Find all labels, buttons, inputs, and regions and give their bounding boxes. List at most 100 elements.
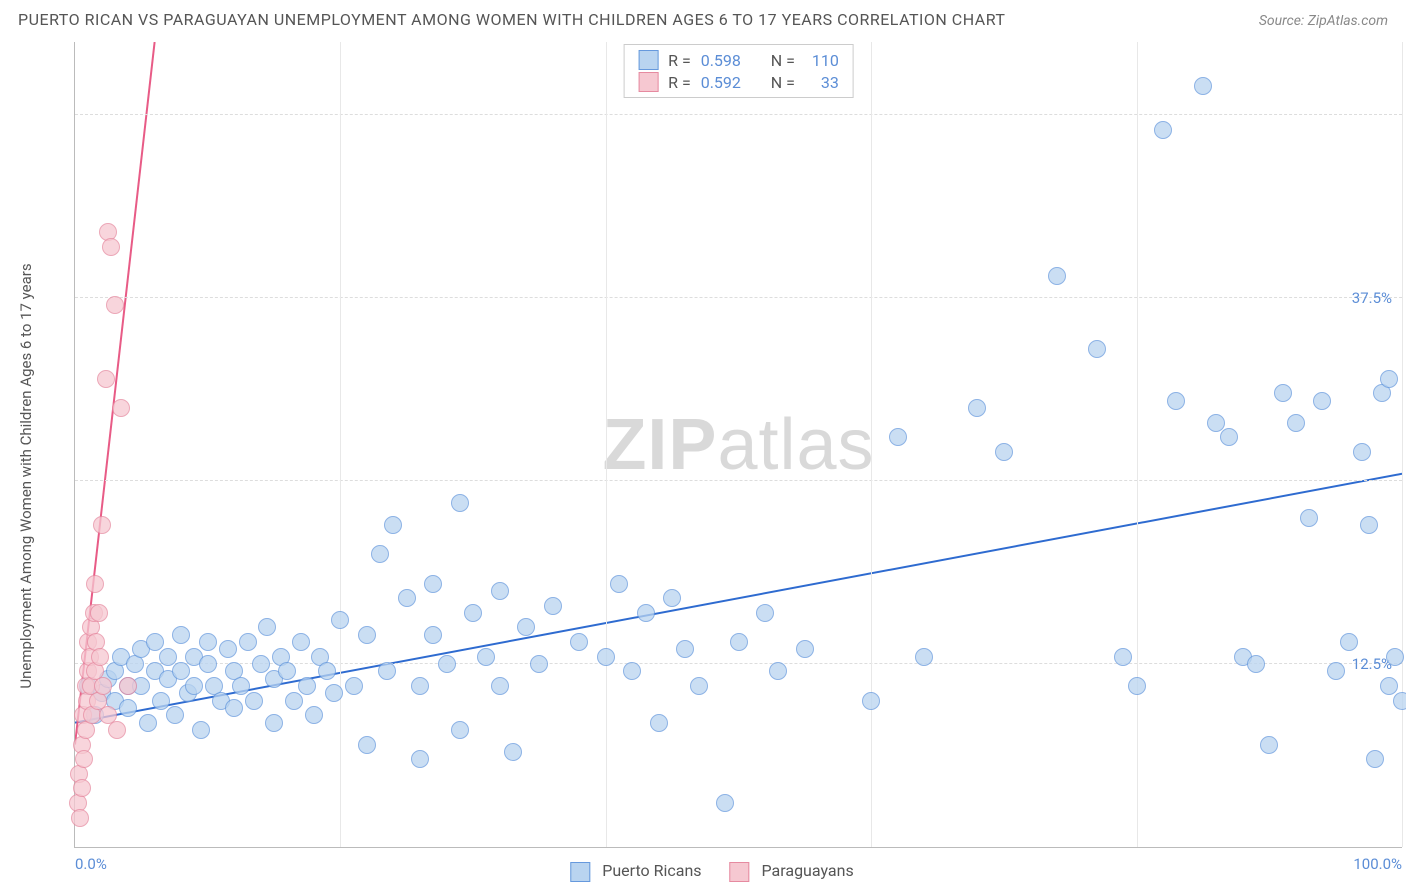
data-point xyxy=(1247,655,1265,673)
data-point xyxy=(690,677,708,695)
data-point xyxy=(285,692,303,710)
data-point xyxy=(94,677,112,695)
data-point xyxy=(325,684,343,702)
data-point xyxy=(676,640,694,658)
data-point xyxy=(610,575,628,593)
data-point xyxy=(650,714,668,732)
data-point xyxy=(73,779,91,797)
data-point xyxy=(119,677,137,695)
data-point xyxy=(1167,392,1185,410)
data-point xyxy=(756,604,774,622)
r-label: R = xyxy=(668,73,691,92)
legend-item-2: Paraguayans xyxy=(730,861,854,882)
data-point xyxy=(86,575,104,593)
data-point xyxy=(192,721,210,739)
data-point xyxy=(1353,443,1371,461)
data-point xyxy=(199,633,217,651)
data-point xyxy=(1287,414,1305,432)
data-point xyxy=(862,692,880,710)
data-point xyxy=(91,648,109,666)
data-point xyxy=(597,648,615,666)
data-point xyxy=(1128,677,1146,695)
y-axis-label: Unemployment Among Women with Children A… xyxy=(17,263,35,688)
data-point xyxy=(305,706,323,724)
n-value-2: 33 xyxy=(805,73,839,92)
data-point xyxy=(1220,428,1238,446)
data-point xyxy=(71,809,89,827)
r-label: R = xyxy=(668,51,691,70)
data-point xyxy=(152,692,170,710)
data-point xyxy=(1366,750,1384,768)
data-point xyxy=(199,655,217,673)
grid-line-v xyxy=(871,42,872,847)
chart-header: PUERTO RICAN VS PARAGUAYAN UNEMPLOYMENT … xyxy=(18,10,1388,29)
data-point xyxy=(139,714,157,732)
data-point xyxy=(1154,121,1172,139)
watermark: ZIPatlas xyxy=(602,404,874,486)
watermark-atlas: atlas xyxy=(717,405,874,485)
data-point xyxy=(1360,516,1378,534)
data-point xyxy=(159,648,177,666)
data-point xyxy=(112,399,130,417)
data-point xyxy=(1340,633,1358,651)
data-point xyxy=(491,582,509,600)
data-point xyxy=(358,626,376,644)
data-point xyxy=(730,633,748,651)
data-point xyxy=(1048,267,1066,285)
x-tick-label: 100.0% xyxy=(1353,855,1402,873)
data-point xyxy=(1313,392,1331,410)
data-point xyxy=(1386,648,1404,666)
legend-swatch-2 xyxy=(730,862,750,882)
data-point xyxy=(331,611,349,629)
stats-row-2: R = 0.592 N = 33 xyxy=(624,71,853,93)
data-point xyxy=(663,589,681,607)
grid-line-v xyxy=(340,42,341,847)
series-legend: Puerto Ricans Paraguayans xyxy=(570,861,853,882)
data-point xyxy=(438,655,456,673)
n-label: N = xyxy=(771,73,795,92)
data-point xyxy=(102,238,120,256)
data-point xyxy=(915,648,933,666)
data-point xyxy=(769,662,787,680)
data-point xyxy=(1207,414,1225,432)
scatter-plot: ZIPatlas R = 0.598 N = 110 R = 0.592 N =… xyxy=(74,42,1402,848)
data-point xyxy=(398,589,416,607)
data-point xyxy=(245,692,263,710)
data-point xyxy=(371,545,389,563)
watermark-zip: ZIP xyxy=(602,405,717,485)
data-point xyxy=(345,677,363,695)
data-point xyxy=(968,399,986,417)
data-point xyxy=(93,516,111,534)
data-point xyxy=(889,428,907,446)
grid-line-v xyxy=(606,42,607,847)
data-point xyxy=(995,443,1013,461)
data-point xyxy=(504,743,522,761)
legend-label-1: Puerto Ricans xyxy=(602,861,701,880)
data-point xyxy=(491,677,509,695)
data-point xyxy=(451,721,469,739)
data-point xyxy=(637,604,655,622)
data-point xyxy=(517,618,535,636)
data-point xyxy=(185,677,203,695)
data-point xyxy=(1088,340,1106,358)
data-point xyxy=(1393,692,1406,710)
grid-line-v xyxy=(1137,42,1138,847)
data-point xyxy=(464,604,482,622)
data-point xyxy=(90,604,108,622)
data-point xyxy=(1114,648,1132,666)
legend-label-2: Paraguayans xyxy=(762,861,854,880)
data-point xyxy=(411,750,429,768)
data-point xyxy=(451,494,469,512)
data-point xyxy=(106,296,124,314)
grid-line-h xyxy=(75,480,1402,481)
data-point xyxy=(570,633,588,651)
data-point xyxy=(1300,509,1318,527)
stats-legend: R = 0.598 N = 110 R = 0.592 N = 33 xyxy=(623,44,854,98)
data-point xyxy=(530,655,548,673)
data-point xyxy=(424,575,442,593)
data-point xyxy=(477,648,495,666)
data-point xyxy=(1274,384,1292,402)
n-label: N = xyxy=(771,51,795,70)
data-point xyxy=(252,655,270,673)
data-point xyxy=(119,699,137,717)
